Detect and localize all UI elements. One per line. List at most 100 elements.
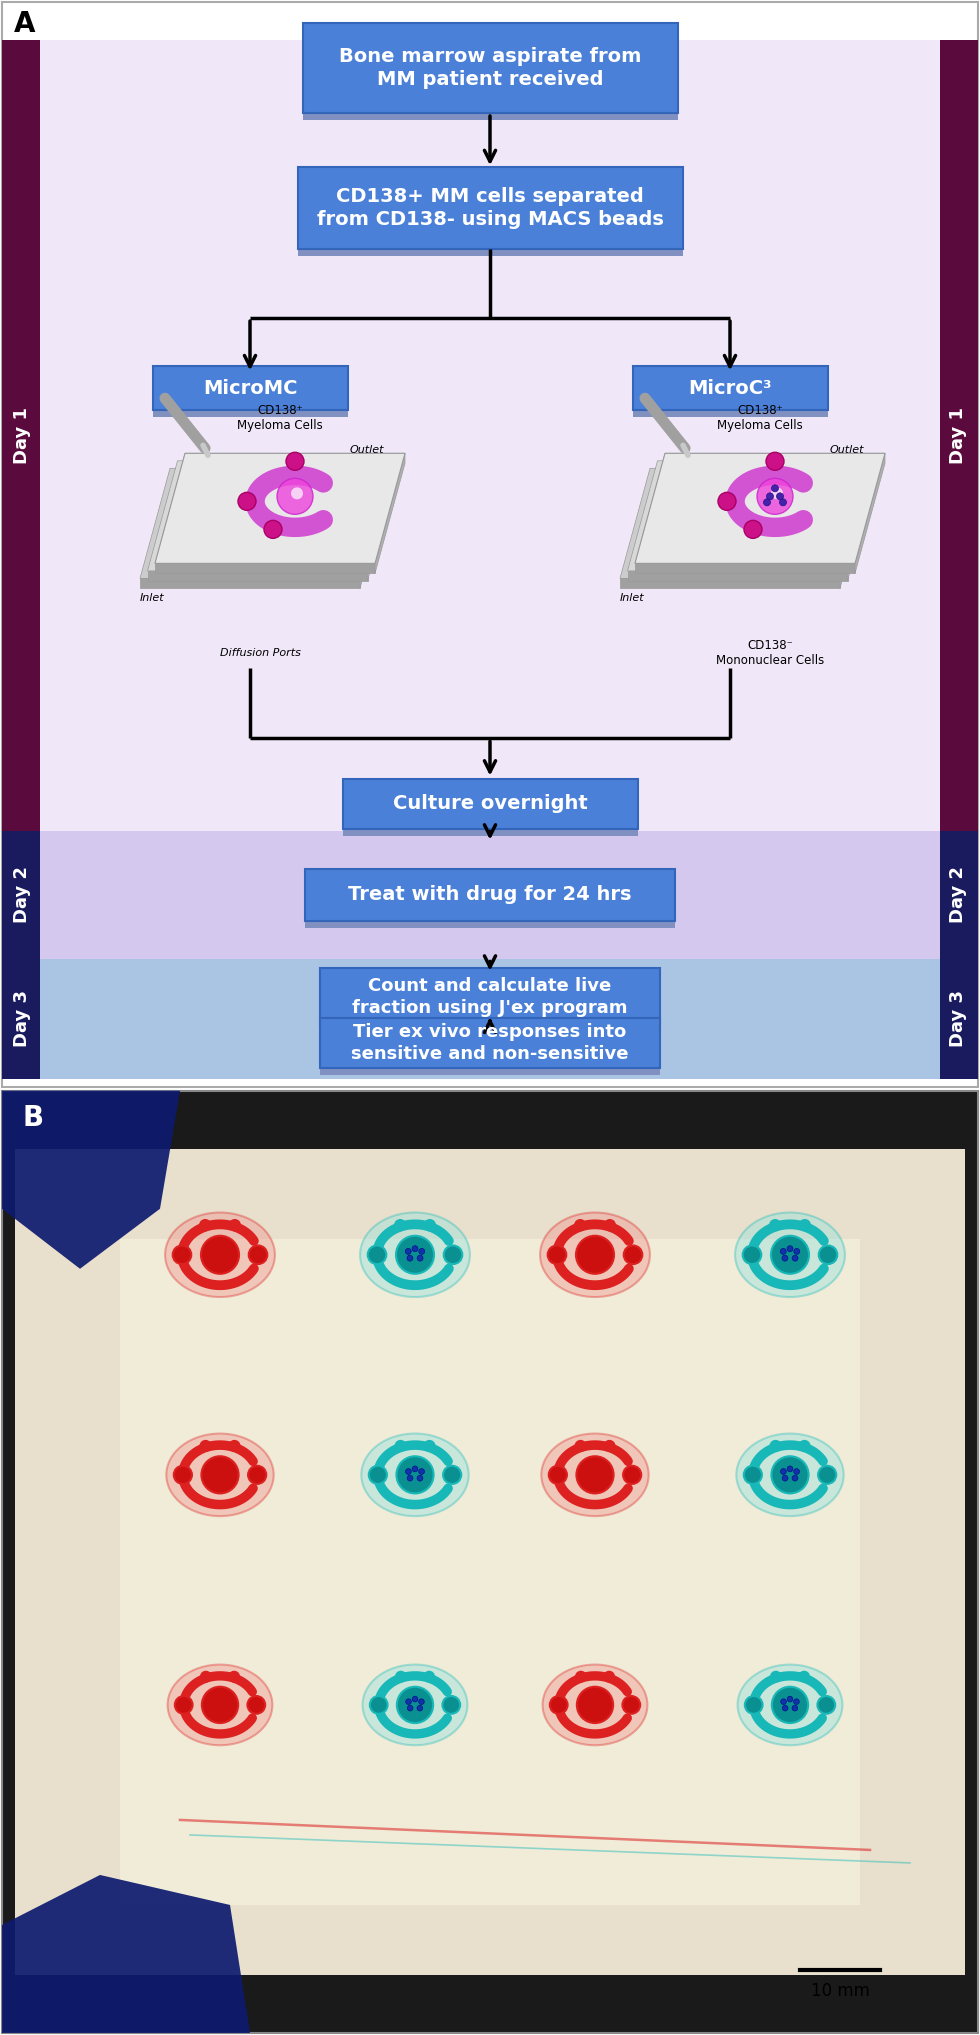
FancyBboxPatch shape xyxy=(298,167,682,248)
FancyBboxPatch shape xyxy=(2,830,40,958)
FancyBboxPatch shape xyxy=(940,958,978,1079)
FancyBboxPatch shape xyxy=(40,958,940,1079)
Circle shape xyxy=(407,1475,413,1481)
Circle shape xyxy=(799,1671,809,1681)
Circle shape xyxy=(794,1247,800,1254)
Polygon shape xyxy=(627,572,848,580)
Polygon shape xyxy=(855,454,885,574)
Circle shape xyxy=(395,1441,406,1451)
Polygon shape xyxy=(635,454,885,564)
Polygon shape xyxy=(627,460,877,572)
FancyBboxPatch shape xyxy=(153,366,348,411)
Circle shape xyxy=(418,1699,424,1705)
Text: CD138⁻
Mononuclear Cells: CD138⁻ Mononuclear Cells xyxy=(715,639,824,667)
Circle shape xyxy=(173,1465,192,1484)
Circle shape xyxy=(277,478,313,515)
FancyBboxPatch shape xyxy=(320,969,660,1026)
Circle shape xyxy=(412,1245,417,1252)
FancyBboxPatch shape xyxy=(40,41,940,830)
Circle shape xyxy=(605,1219,615,1231)
Text: Inlet: Inlet xyxy=(140,594,165,604)
FancyBboxPatch shape xyxy=(303,112,677,120)
FancyBboxPatch shape xyxy=(320,1066,660,1074)
FancyBboxPatch shape xyxy=(120,1239,860,1905)
Circle shape xyxy=(779,499,787,507)
Circle shape xyxy=(248,1465,267,1484)
Circle shape xyxy=(799,1441,809,1451)
FancyBboxPatch shape xyxy=(632,409,827,417)
Polygon shape xyxy=(2,1874,250,2033)
Circle shape xyxy=(396,1235,434,1274)
Circle shape xyxy=(413,1697,417,1701)
Circle shape xyxy=(744,521,762,539)
Circle shape xyxy=(623,1245,642,1264)
Circle shape xyxy=(396,1671,406,1681)
Ellipse shape xyxy=(168,1665,272,1746)
Ellipse shape xyxy=(540,1213,650,1296)
Circle shape xyxy=(418,1247,424,1254)
Circle shape xyxy=(286,452,304,470)
Circle shape xyxy=(247,1695,266,1713)
Circle shape xyxy=(576,1457,613,1494)
Polygon shape xyxy=(620,578,840,588)
Polygon shape xyxy=(840,468,870,588)
Circle shape xyxy=(757,478,793,515)
Circle shape xyxy=(229,1441,240,1451)
Circle shape xyxy=(744,1465,761,1484)
Text: Day 2: Day 2 xyxy=(13,867,31,924)
Circle shape xyxy=(174,1695,193,1713)
Circle shape xyxy=(369,1695,387,1713)
Circle shape xyxy=(202,1457,238,1494)
Polygon shape xyxy=(2,1091,180,1268)
Circle shape xyxy=(787,1245,793,1252)
Circle shape xyxy=(201,1671,211,1681)
Text: CD138+ MM cells separated
from CD138- using MACS beads: CD138+ MM cells separated from CD138- us… xyxy=(317,187,663,230)
Circle shape xyxy=(766,492,773,501)
Circle shape xyxy=(172,1245,191,1264)
Text: Treat with drug for 24 hrs: Treat with drug for 24 hrs xyxy=(348,885,632,904)
Text: Tier ex vivo responses into
sensitive and non-sensitive: Tier ex vivo responses into sensitive an… xyxy=(351,1024,629,1062)
Circle shape xyxy=(397,1457,433,1494)
Circle shape xyxy=(792,1256,798,1262)
Polygon shape xyxy=(140,578,360,588)
Circle shape xyxy=(770,1671,781,1681)
Circle shape xyxy=(604,1441,614,1451)
Text: Inlet: Inlet xyxy=(620,594,645,604)
Circle shape xyxy=(576,1235,614,1274)
Circle shape xyxy=(771,1235,809,1274)
Polygon shape xyxy=(148,572,368,580)
Polygon shape xyxy=(155,454,405,564)
Circle shape xyxy=(413,1465,417,1471)
Ellipse shape xyxy=(738,1665,843,1746)
Circle shape xyxy=(548,1245,566,1264)
FancyBboxPatch shape xyxy=(2,958,40,1079)
FancyBboxPatch shape xyxy=(320,1018,660,1068)
Circle shape xyxy=(442,1695,461,1713)
FancyBboxPatch shape xyxy=(40,830,940,958)
FancyBboxPatch shape xyxy=(632,366,827,411)
Circle shape xyxy=(771,486,783,499)
Circle shape xyxy=(549,1465,566,1484)
Circle shape xyxy=(623,1465,641,1484)
Circle shape xyxy=(368,1465,387,1484)
Circle shape xyxy=(574,1219,586,1231)
Circle shape xyxy=(406,1699,412,1705)
FancyBboxPatch shape xyxy=(2,41,40,830)
Circle shape xyxy=(792,1705,798,1711)
Circle shape xyxy=(766,452,784,470)
Circle shape xyxy=(408,1705,413,1711)
Ellipse shape xyxy=(360,1213,470,1296)
Ellipse shape xyxy=(541,1433,649,1516)
Circle shape xyxy=(443,1465,462,1484)
Ellipse shape xyxy=(362,1433,468,1516)
Circle shape xyxy=(577,1687,613,1724)
Circle shape xyxy=(424,1219,435,1231)
Text: Outlet: Outlet xyxy=(830,446,864,456)
Circle shape xyxy=(770,1441,781,1451)
Ellipse shape xyxy=(167,1433,273,1516)
Polygon shape xyxy=(140,468,390,578)
Ellipse shape xyxy=(543,1665,648,1746)
Circle shape xyxy=(249,1245,268,1264)
Circle shape xyxy=(787,1697,793,1701)
FancyBboxPatch shape xyxy=(15,1148,965,1976)
